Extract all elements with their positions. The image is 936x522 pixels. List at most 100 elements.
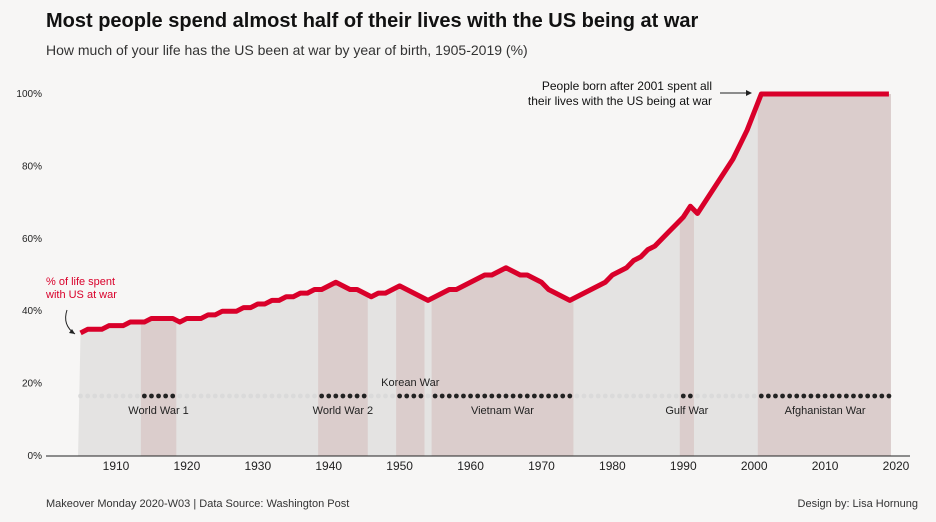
year-dot [510, 393, 516, 399]
x-tick-label: 1990 [670, 459, 697, 473]
year-dot [815, 393, 821, 399]
year-dot [340, 393, 346, 399]
y-tick-label: 0% [28, 451, 43, 462]
year-dot [801, 393, 807, 399]
war-label: World War 1 [128, 405, 189, 417]
year-dot [546, 393, 551, 399]
year-dot [609, 393, 615, 399]
year-dot [468, 393, 473, 399]
year-dot [375, 393, 381, 399]
year-dot [333, 393, 339, 399]
year-dot [262, 393, 268, 399]
year-dot [744, 393, 750, 399]
year-dot [836, 393, 842, 399]
year-dot [758, 393, 764, 399]
year-dot [531, 393, 537, 399]
series-line [79, 91, 889, 336]
year-dot [354, 393, 360, 399]
year-dot [305, 393, 310, 399]
war-band [679, 94, 694, 456]
year-dot [170, 393, 176, 399]
year-dot [496, 393, 502, 399]
year-dot [780, 393, 785, 399]
series-label: % of life spent [46, 276, 115, 288]
year-dot [588, 393, 594, 399]
chart-subtitle: How much of your life has the US been at… [46, 42, 528, 58]
chart-title: Most people spend almost half of their l… [46, 10, 699, 32]
year-dot [737, 393, 743, 399]
year-dot [517, 393, 523, 399]
year-dot [127, 393, 133, 399]
year-dot [553, 393, 559, 399]
year-dot [602, 393, 608, 399]
year-dot [645, 393, 651, 399]
year-dot [808, 393, 814, 399]
year-dot [453, 393, 459, 399]
year-dot [219, 393, 225, 399]
year-dot [723, 393, 729, 399]
year-dot [234, 393, 239, 399]
year-dot [120, 393, 126, 399]
year-dot [858, 393, 863, 399]
arrowhead-icon [69, 329, 75, 334]
year-dot [397, 393, 403, 399]
year-dot [248, 393, 254, 399]
note-text: People born after 2001 spent all [542, 79, 712, 93]
year-dot [432, 393, 438, 399]
year-dot [851, 393, 856, 399]
year-dot [581, 393, 587, 399]
year-dot [595, 393, 601, 399]
y-tick-label: 40% [22, 306, 42, 317]
year-dot [702, 393, 707, 399]
x-tick-label: 1940 [315, 459, 342, 473]
war-label: World War 2 [313, 405, 374, 417]
year-dot [163, 393, 169, 399]
year-dot [482, 393, 488, 399]
year-dot [134, 393, 140, 399]
year-dot [241, 393, 247, 399]
war-band [396, 94, 425, 456]
x-tick-label: 2000 [741, 459, 768, 473]
year-dot [106, 393, 112, 399]
year-dot [361, 393, 367, 399]
war-label: Vietnam War [471, 405, 534, 417]
year-dot [319, 393, 325, 399]
year-dot [113, 393, 119, 399]
year-dot [673, 393, 679, 399]
year-dot [865, 393, 871, 399]
war-band [318, 94, 368, 456]
year-dot [524, 393, 530, 399]
year-dot [617, 393, 622, 399]
year-dot [191, 393, 197, 399]
series-label-arrow [65, 309, 76, 335]
year-dot [446, 393, 452, 399]
year-dot [567, 393, 573, 399]
year-dot [326, 393, 332, 399]
y-tick-label: 20% [22, 379, 42, 390]
year-dot [560, 393, 566, 399]
year-dot [695, 393, 700, 399]
year-dot [205, 393, 211, 399]
year-dot [879, 393, 885, 399]
year-dot [709, 393, 715, 399]
year-dot [368, 393, 374, 399]
x-tick-label: 1950 [386, 459, 413, 473]
x-tick-label: 1930 [244, 459, 271, 473]
x-tick-label: 1970 [528, 459, 555, 473]
year-dot [773, 393, 778, 399]
year-dot [624, 393, 629, 399]
x-tick-label: 1920 [174, 459, 201, 473]
war-band [431, 94, 574, 456]
year-dot [872, 393, 878, 399]
year-dot [227, 393, 232, 399]
year-dot [794, 393, 800, 399]
year-dot [383, 393, 388, 399]
year-dot [680, 393, 686, 399]
year-dot [659, 393, 665, 399]
arrowhead-icon [746, 90, 752, 96]
note-text: their lives with the US being at war [528, 94, 712, 108]
year-dot [843, 393, 849, 399]
year-dot [283, 393, 289, 399]
